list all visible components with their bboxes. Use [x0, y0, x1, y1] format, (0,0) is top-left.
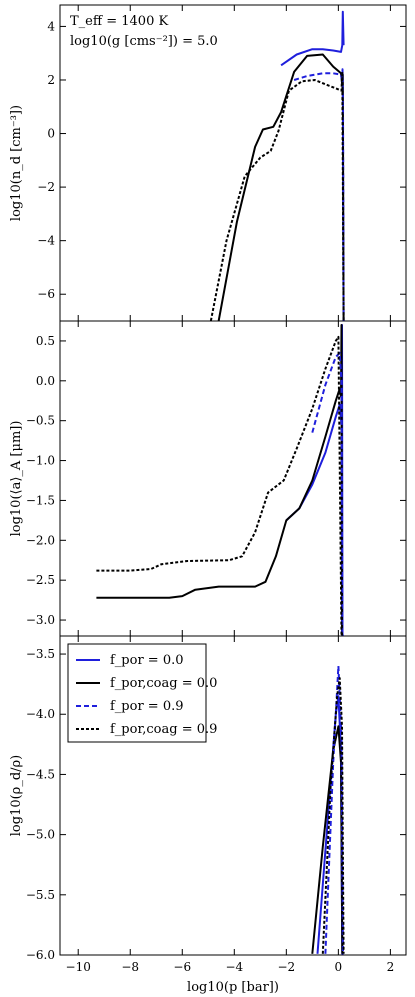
y-tick-label: 0.0 — [36, 374, 55, 388]
series-line-s3 — [293, 68, 345, 321]
panel-2: −3.0 −2.5 −2.0 −1.5 −1.0 −0.5 0.0 0.5 log10(⟨a⟩_… — [9, 320, 407, 637]
x-tick-label: −4 — [225, 960, 243, 974]
series-line-s3 — [324, 665, 344, 954]
y-tick-label: −4.0 — [26, 707, 55, 721]
y-tick-label: −0.5 — [26, 414, 55, 428]
x-tick-label: −2 — [277, 960, 295, 974]
plot-frame — [59, 320, 407, 637]
series-line-s2 — [217, 53, 345, 321]
y-tick-label: −6.0 — [26, 948, 55, 962]
series-line-s1 — [280, 10, 345, 67]
series-group — [311, 665, 345, 955]
x-axis-label: log10(p [bar]) — [187, 980, 279, 995]
overlay: T_eff = 1400 K log10(g [cms⁻²]) = 5.0 — [70, 14, 218, 49]
y-axis-label: log10(n_d [cm⁻³]) — [9, 105, 24, 221]
series-group — [209, 10, 345, 321]
legend-label-s1: f_por = 0.0 — [110, 653, 184, 668]
y-tick-label: −1.0 — [26, 454, 55, 468]
y-tick-label: −3.5 — [26, 647, 55, 661]
series-line-s2 — [96, 324, 343, 636]
y-axis-label: log10(⟨a⟩_A [μm]) — [9, 421, 24, 537]
y-tick-label: −2.0 — [26, 533, 55, 547]
x-tick-label: 2 — [387, 960, 395, 974]
legend-label-s2: f_por,coag = 0.0 — [110, 676, 217, 691]
legend-label-s3: f_por = 0.9 — [110, 699, 184, 714]
x-tick-label: 0 — [335, 960, 343, 974]
y-tick-label: −3.0 — [26, 613, 55, 627]
annotation-temperature: T_eff = 1400 K — [70, 14, 168, 29]
y-tick-label: 2 — [47, 73, 55, 87]
y-tick-label: −5.0 — [26, 828, 55, 842]
x-tick-label: −6 — [173, 960, 191, 974]
legend-label-s4: f_por,coag = 0.9 — [110, 722, 217, 737]
plot-frame — [59, 635, 407, 956]
plot-frame — [59, 4, 407, 322]
series-line-s3 — [311, 351, 344, 636]
y-axis-label: log10(ρ_d/ρ) — [9, 755, 24, 836]
y-tick-label: −4 — [37, 234, 55, 248]
x-tick-label: −8 — [121, 960, 139, 974]
x-tick-label: −10 — [66, 960, 91, 974]
y-tick-label: 0 — [47, 127, 55, 141]
y-tick-label: 0.5 — [36, 334, 55, 348]
series-group — [96, 324, 344, 636]
panel-3: −10 −8 −6 −4 −2 0 2 −6.0 −5.5 −5.0 −4.5 −4.0 −3.5 log… — [9, 635, 407, 995]
y-tick-label: −5.5 — [26, 888, 55, 902]
series-line-s4 — [321, 677, 345, 954]
y-tick-label: −2 — [37, 180, 55, 194]
panel-1: −6 −4 −2 0 2 4 log10(n_d [cm⁻³]) — [9, 4, 407, 322]
y-tick-label: −4.5 — [26, 767, 55, 781]
y-tick-label: −1.5 — [26, 493, 55, 507]
annotation-gravity: log10(g [cms⁻²]) = 5.0 — [70, 34, 218, 49]
series-line-s4 — [96, 335, 343, 636]
y-tick-label: 4 — [47, 19, 55, 33]
y-tick-label: −2.5 — [26, 573, 55, 587]
series-line-s4 — [209, 70, 345, 321]
legend: f_por = 0.0 f_por,coag = 0.0 f_por = 0.9 f_… — [67, 643, 217, 743]
series-line-s1 — [285, 324, 344, 636]
panels: −6 −4 −2 0 2 4 log10(n_d [cm⁻³]) −3.0 −2.5 −2.0 −1… — [9, 4, 407, 995]
y-tick-label: −6 — [37, 287, 55, 301]
